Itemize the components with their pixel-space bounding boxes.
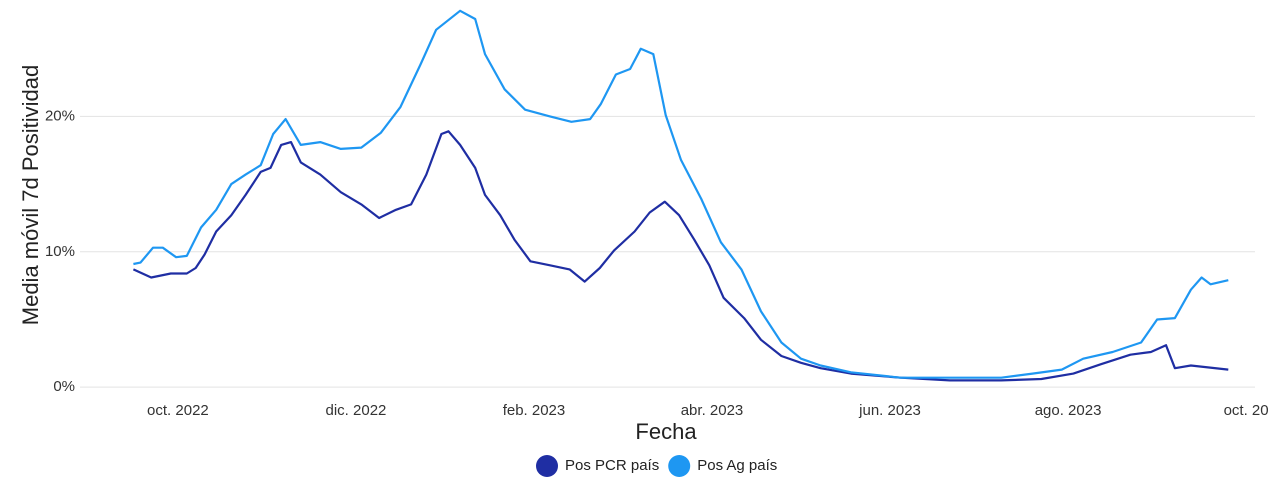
legend-text: Pos PCR país xyxy=(565,457,659,474)
y-tick-label: 10% xyxy=(45,243,75,260)
y-tick-label: 20% xyxy=(45,107,75,124)
x-tick-label: ago. 2023 xyxy=(1035,402,1102,419)
legend-swatch xyxy=(536,455,558,477)
series-line xyxy=(132,130,1229,382)
x-tick-label: abr. 2023 xyxy=(681,402,744,419)
legend-swatch xyxy=(668,455,691,477)
x-tick-label: oct. 2022 xyxy=(147,402,209,419)
x-axis-title: Fecha xyxy=(635,419,697,444)
x-tick-label: oct. 20 xyxy=(1224,402,1269,419)
series-line xyxy=(133,9,1229,379)
x-tick-label: jun. 2023 xyxy=(858,402,921,419)
legend-text: Pos Ag país xyxy=(697,457,777,474)
y-axis-title: Media móvil 7d Positividad xyxy=(18,65,43,325)
x-tick-label: dic. 2022 xyxy=(326,402,387,419)
y-tick-label: 0% xyxy=(53,378,75,395)
x-tick-label: feb. 2023 xyxy=(503,402,566,419)
